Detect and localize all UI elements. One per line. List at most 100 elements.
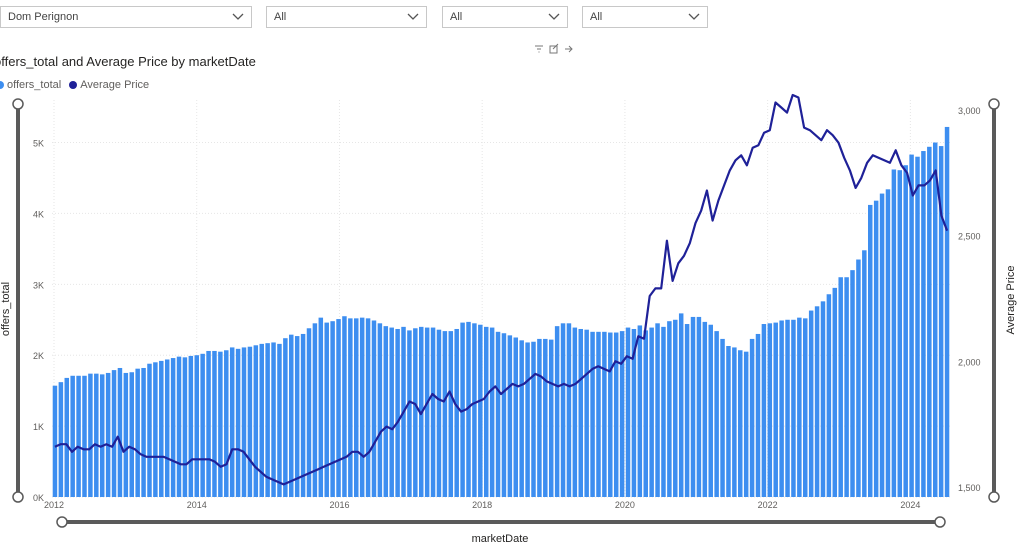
- bar: [342, 316, 347, 497]
- bar: [436, 329, 442, 497]
- bar: [649, 327, 654, 497]
- bar: [684, 324, 690, 497]
- more-options-icon[interactable]: [565, 45, 573, 53]
- y-right-zoom-handle-bottom[interactable]: [988, 491, 1000, 503]
- bar: [631, 328, 637, 497]
- bar: [868, 204, 873, 498]
- y-right-zoom-handle-top[interactable]: [988, 98, 1000, 110]
- legend: offers_total Average Price: [0, 79, 153, 91]
- y-right-tick-label: 1,500: [958, 483, 981, 493]
- bar: [844, 277, 849, 497]
- bar: [767, 323, 773, 497]
- bar: [673, 319, 678, 497]
- bar: [584, 329, 589, 497]
- bar: [188, 355, 194, 497]
- bar: [856, 259, 861, 497]
- bar: [525, 342, 530, 497]
- bar: [938, 146, 944, 497]
- bar: [206, 350, 211, 497]
- bar: [218, 351, 223, 497]
- bar: [743, 351, 749, 497]
- bar: [111, 370, 117, 497]
- bar: [383, 326, 389, 497]
- bar: [365, 318, 371, 497]
- y-left-zoom-handle-top[interactable]: [12, 98, 24, 110]
- bar: [803, 318, 808, 497]
- bar: [70, 375, 75, 497]
- bar: [708, 324, 713, 497]
- bar: [105, 372, 111, 497]
- bar: [519, 340, 524, 497]
- bar: [921, 151, 926, 498]
- y-left-axis-title: offers_total: [0, 282, 12, 336]
- bar: [159, 360, 164, 497]
- bar: [773, 322, 778, 497]
- legend-item-offers-total[interactable]: offers_total: [0, 79, 61, 91]
- bar: [483, 326, 489, 497]
- x-tick-label: 2012: [44, 500, 64, 510]
- bar: [879, 193, 885, 497]
- bar: [814, 306, 820, 497]
- bar-series-offers-total: [52, 126, 950, 498]
- bar: [820, 301, 826, 497]
- y-left-tick-label: 4K: [33, 209, 44, 219]
- filter-dropdown-2[interactable]: All: [266, 6, 427, 28]
- y-right-tick-label: 3,000: [958, 106, 981, 116]
- bar: [312, 323, 318, 497]
- filter-dropdown-4[interactable]: All: [582, 6, 708, 28]
- bar: [696, 316, 702, 497]
- bar: [58, 382, 64, 497]
- bar: [330, 321, 335, 497]
- bar: [915, 156, 920, 497]
- bar: [117, 367, 123, 497]
- bar: [241, 347, 247, 497]
- bar: [271, 342, 276, 497]
- bar: [194, 355, 199, 497]
- bar: [64, 377, 70, 497]
- y-left-tick-label: 2K: [33, 351, 44, 361]
- x-axis-title: marketDate: [472, 533, 529, 543]
- x-tick-label: 2024: [900, 500, 920, 510]
- bar: [891, 169, 897, 498]
- bar: [885, 189, 891, 497]
- bar: [732, 347, 737, 497]
- x-tick-label: 2014: [187, 500, 207, 510]
- axes: 0K 1K 2K 3K 4K 5K 1,500 2,000 2,500 3,000 2012 2014…: [33, 106, 981, 510]
- bar: [838, 277, 843, 497]
- x-zoom-handle-right[interactable]: [934, 516, 946, 528]
- bar: [862, 250, 867, 497]
- bar: [590, 331, 595, 497]
- bar: [164, 359, 170, 497]
- bar: [602, 331, 607, 497]
- bar: [637, 325, 643, 497]
- bar: [235, 348, 241, 497]
- legend-marker: [69, 81, 78, 90]
- focus-mode-icon[interactable]: [549, 43, 559, 54]
- bar: [170, 358, 176, 497]
- bar: [389, 327, 394, 497]
- bar: [466, 321, 471, 497]
- bar: [52, 385, 58, 497]
- bar: [749, 338, 755, 497]
- legend-label: offers_total: [7, 79, 62, 91]
- filter-dropdown-3[interactable]: All: [442, 6, 568, 28]
- legend-item-average-price[interactable]: Average Price: [69, 79, 149, 91]
- bar: [454, 328, 459, 497]
- bar: [182, 357, 188, 497]
- bar: [212, 350, 217, 497]
- bar: [566, 323, 572, 497]
- bar: [785, 319, 790, 497]
- bar: [294, 336, 300, 497]
- bar: [359, 317, 365, 497]
- filter-icon[interactable]: [535, 45, 543, 53]
- bar: [619, 331, 625, 497]
- chart-title: offers_total and Average Price by market…: [0, 54, 256, 69]
- bar: [643, 330, 648, 497]
- bar: [826, 294, 832, 497]
- filter-dropdown-1[interactable]: Dom Perignon: [0, 6, 252, 28]
- x-zoom-handle-left[interactable]: [56, 516, 68, 528]
- y-left-zoom-handle-bottom[interactable]: [12, 491, 24, 503]
- bar: [661, 326, 666, 497]
- bar: [129, 372, 134, 497]
- bar: [472, 323, 477, 497]
